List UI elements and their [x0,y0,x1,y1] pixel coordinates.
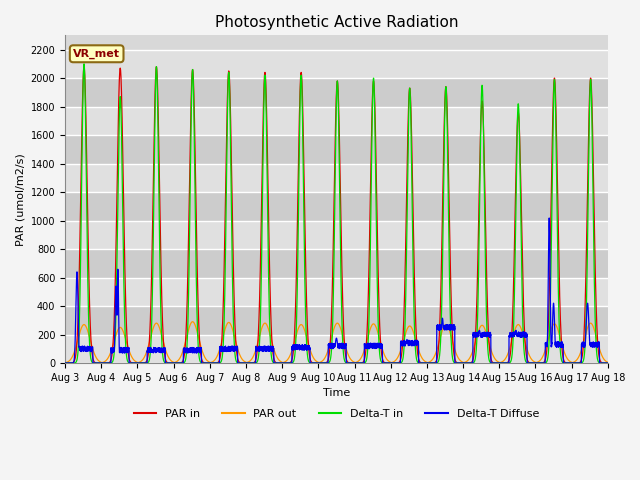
Bar [65,78,608,107]
PAR out [458,359,466,365]
Delta-T Diffuse [61,360,69,366]
PAR in [61,360,69,366]
Delta-T in [458,360,466,366]
Delta-T Diffuse [604,360,612,366]
PAR out [61,360,69,366]
Line: Delta-T Diffuse: Delta-T Diffuse [65,218,608,363]
Bar [65,107,608,135]
Legend: PAR in, PAR out, Delta-T in, Delta-T Diffuse: PAR in, PAR out, Delta-T in, Delta-T Dif… [129,404,543,423]
PAR in [604,360,612,366]
X-axis label: Time: Time [323,388,350,398]
Y-axis label: PAR (umol/m2/s): PAR (umol/m2/s) [15,153,25,246]
PAR in [152,64,160,70]
Delta-T Diffuse [134,360,141,366]
PAR out [428,357,436,363]
PAR out [489,352,497,358]
Delta-T in [428,360,436,366]
Bar [65,49,608,78]
Bar [65,306,608,335]
PAR out [159,336,166,342]
Line: Delta-T in: Delta-T in [65,64,608,363]
Delta-T in [159,352,166,358]
PAR in [604,360,611,366]
Delta-T Diffuse [489,360,497,366]
PAR in [458,360,466,366]
Delta-T in [489,360,497,366]
PAR in [159,324,166,329]
Bar [65,135,608,164]
PAR in [428,360,436,366]
Line: PAR in: PAR in [65,67,608,363]
Title: Photosynthetic Active Radiation: Photosynthetic Active Radiation [214,15,458,30]
PAR out [604,359,611,365]
Delta-T Diffuse [604,360,611,366]
PAR out [316,360,324,365]
Delta-T in [604,360,612,366]
Delta-T Diffuse [159,346,166,352]
Delta-T Diffuse [428,360,436,366]
PAR in [489,360,497,365]
Text: VR_met: VR_met [73,48,120,59]
Bar [65,249,608,277]
Delta-T in [316,360,324,366]
Bar [65,277,608,306]
Delta-T in [604,360,611,366]
Bar [65,335,608,363]
PAR out [189,319,196,324]
Line: PAR out: PAR out [65,322,608,363]
PAR out [604,360,612,366]
Bar [65,192,608,220]
Bar [65,220,608,249]
Delta-T in [80,61,88,67]
PAR in [316,360,324,366]
Delta-T Diffuse [458,360,466,366]
Bar [65,164,608,192]
Delta-T in [61,360,69,366]
Delta-T Diffuse [545,215,553,221]
Delta-T Diffuse [316,360,324,366]
